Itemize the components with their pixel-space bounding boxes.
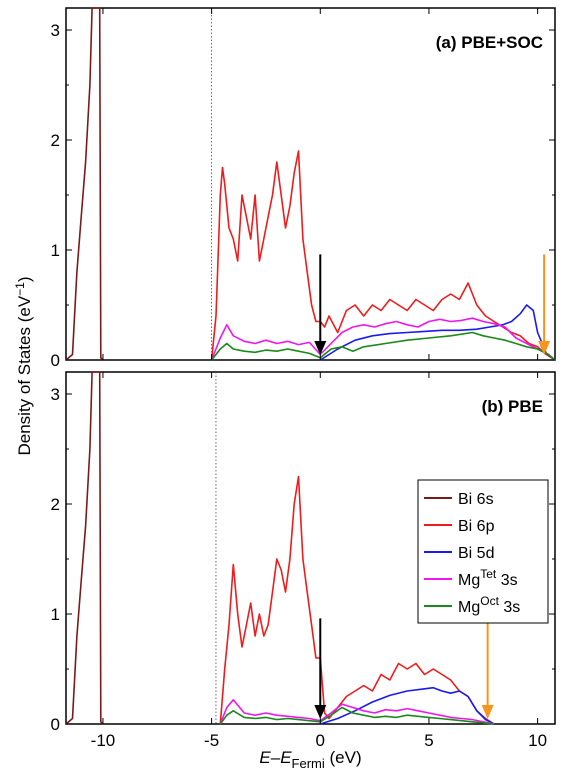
panel-a: 0 1 2 3 (a) PBE+SOC xyxy=(51,7,556,370)
series-line-mgoct xyxy=(210,331,556,361)
panel-b-frame xyxy=(65,371,556,725)
panel-a-frame xyxy=(65,7,556,361)
series-line-bi6p xyxy=(210,150,556,361)
legend-label-bi5d: Bi 5d xyxy=(458,545,494,562)
series-line-mgtet xyxy=(219,698,495,725)
series-line-bi6s xyxy=(65,7,104,361)
panel-b: 0 1 2 3 -10 -5 0 5 10 (b) PBE Bi 6s Bi 6p Bi 5d Mg… xyxy=(51,371,556,750)
panel-b-arrows xyxy=(314,618,494,719)
panel-b-x-ticks: -10 -5 0 5 10 xyxy=(91,372,547,750)
legend-label-bi6p: Bi 6p xyxy=(458,518,495,535)
series-line-bi5d xyxy=(319,304,556,361)
x-tick-label: -10 xyxy=(91,731,116,750)
panel-b-series xyxy=(65,371,495,725)
y-axis-title-close: ) xyxy=(15,276,34,282)
panel-b-y-ticks: 0 1 2 3 xyxy=(51,385,555,734)
panel-a-series xyxy=(65,7,556,361)
y-tick-label: 0 xyxy=(51,715,60,734)
panel-a-x-ticks xyxy=(102,8,539,360)
y-axis-title-main: Density of States (eV xyxy=(15,295,34,455)
x-axis-title-dash: – xyxy=(271,748,281,767)
legend-items: Bi 6s Bi 6p Bi 5d MgTet 3s MgOct 3s xyxy=(424,491,520,616)
x-axis-title-e2: E xyxy=(280,748,292,767)
x-tick-label: 5 xyxy=(424,731,433,750)
x-axis-title-e1: E xyxy=(259,748,271,767)
y-tick-label: 3 xyxy=(51,21,60,40)
fermi-arrow-head xyxy=(314,705,327,719)
x-axis-title-subscript: Fermi xyxy=(292,756,325,771)
y-axis-title-sup: −1 xyxy=(13,282,27,296)
series-line-bi6p xyxy=(219,475,495,725)
series-line-bi5d xyxy=(320,686,495,725)
y-axis-title: Density of States (eV−1) xyxy=(13,276,34,455)
legend-label-mgoct: MgOct 3s xyxy=(458,594,520,616)
x-tick-label: -5 xyxy=(204,731,219,750)
panel-a-y-ticks: 0 1 2 3 xyxy=(51,21,555,370)
x-axis-title-unit: (eV) xyxy=(325,748,362,767)
gap-arrow-head xyxy=(538,341,551,355)
panel-b-title: (b) PBE xyxy=(482,397,543,416)
legend-label-mgtet: MgTet 3s xyxy=(458,567,518,589)
legend: Bi 6s Bi 6p Bi 5d MgTet 3s MgOct 3s xyxy=(417,479,549,624)
fermi-arrow-head xyxy=(314,341,327,355)
legend-label-bi6s: Bi 6s xyxy=(458,491,494,508)
y-tick-label: 0 xyxy=(51,351,60,370)
series-line-mgtet xyxy=(210,317,556,361)
x-axis-title: E–EFermi (eV) xyxy=(259,748,361,771)
gap-arrow-head xyxy=(481,705,494,719)
y-tick-label: 1 xyxy=(51,241,60,260)
y-tick-label: 2 xyxy=(51,495,60,514)
y-tick-label: 1 xyxy=(51,605,60,624)
series-line-bi6s xyxy=(65,371,104,725)
panel-a-arrows xyxy=(314,254,551,355)
panel-a-title: (a) PBE+SOC xyxy=(436,33,543,52)
y-tick-label: 2 xyxy=(51,131,60,150)
x-tick-label: 0 xyxy=(316,731,325,750)
x-tick-label: 10 xyxy=(528,731,547,750)
series-line-mgoct xyxy=(219,706,495,725)
y-tick-label: 3 xyxy=(51,385,60,404)
